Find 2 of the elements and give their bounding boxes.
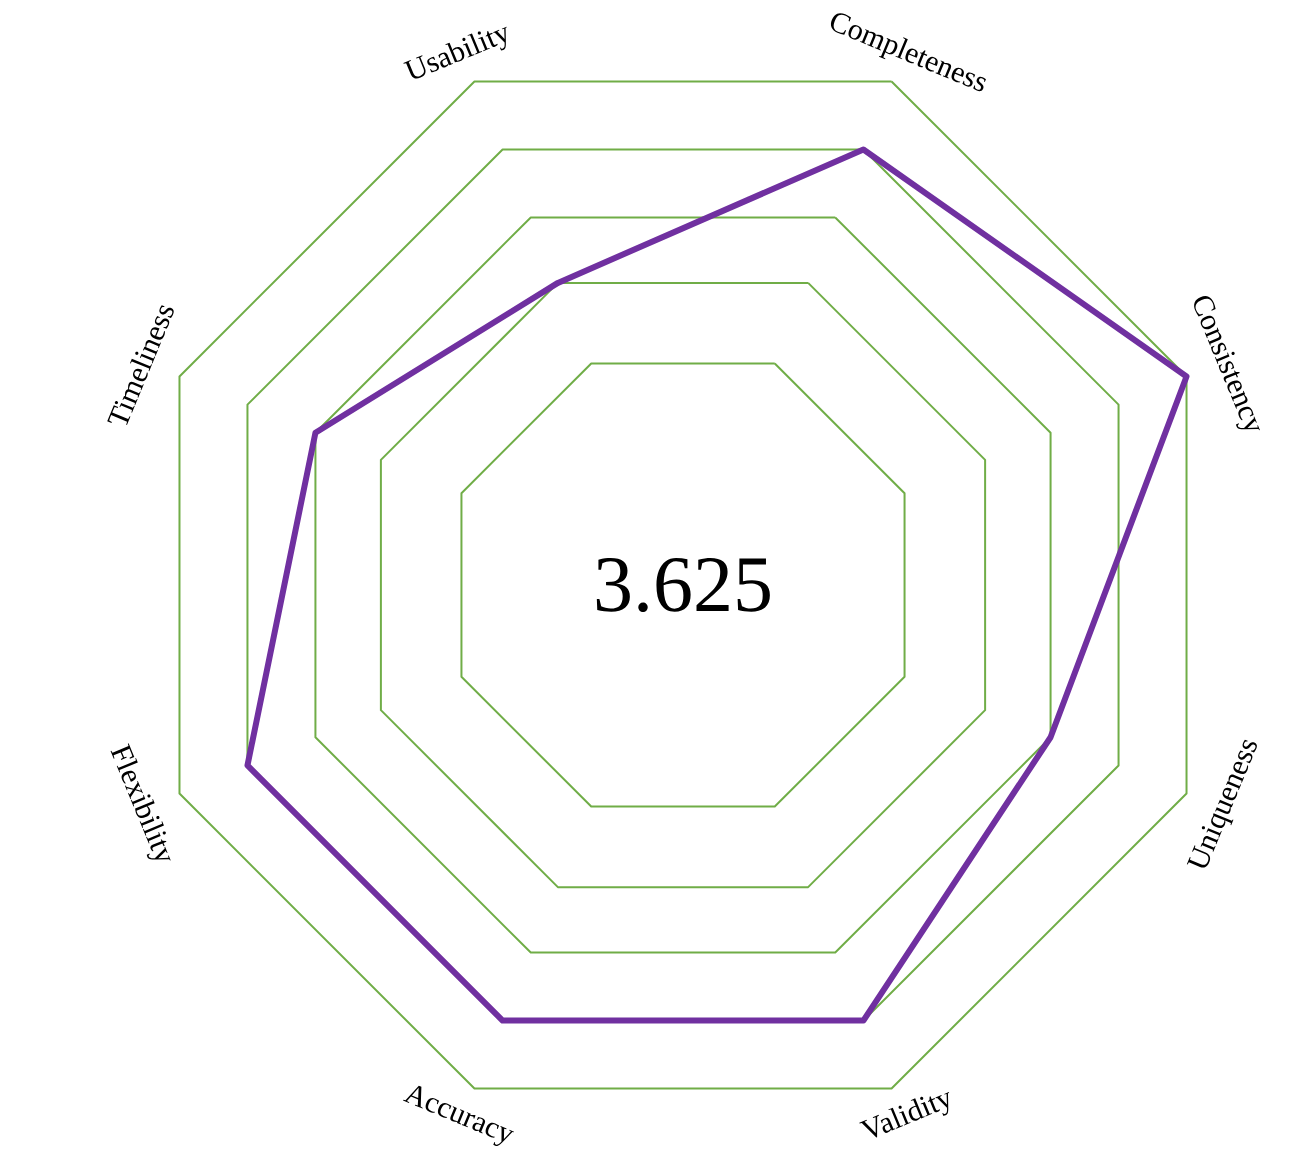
text: 3.625 [596,557,770,613]
spoke-label: Validity [859,1092,950,1138]
